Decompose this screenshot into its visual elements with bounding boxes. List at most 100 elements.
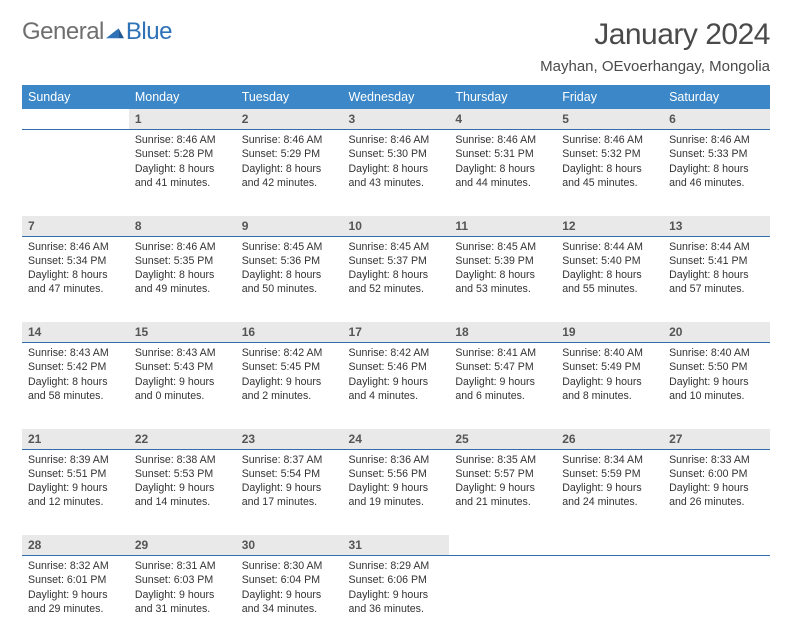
sunrise-value: 8:35 AM [497,454,536,466]
daylight-value: 8 hours and 52 minutes. [349,269,429,295]
sunrise-value: 8:46 AM [177,241,216,253]
sunset-line: Sunset: 5:42 PM [28,360,123,374]
sunrise-line: Sunrise: 8:37 AM [242,453,337,467]
day-body-cell [449,556,556,642]
day-details: Sunrise: 8:46 AMSunset: 5:29 PMDaylight:… [236,130,343,194]
daylight-value: 8 hours and 41 minutes. [135,163,215,189]
day-number: 11 [449,216,556,236]
day-number-cell: 17 [343,322,450,343]
day-number: 22 [129,429,236,449]
daylight-value: 9 hours and 24 minutes. [562,482,642,508]
day-number: 31 [343,535,450,555]
sunset-line: Sunset: 6:00 PM [669,467,764,481]
day-number-cell: 5 [556,109,663,130]
daylight-value: 9 hours and 29 minutes. [28,589,108,615]
daylight-line: Daylight: 9 hours and 4 minutes. [349,375,444,404]
sunset-value: 5:50 PM [708,361,747,373]
day-number: 29 [129,535,236,555]
sunset-value: 6:01 PM [67,574,106,586]
day-number-cell: 14 [22,322,129,343]
brand-triangle-icon [106,25,124,39]
brand-logo: General Blue [22,18,172,46]
location-label: Mayhan, OEvoerhangay, Mongolia [540,58,770,75]
day-body-cell: Sunrise: 8:45 AMSunset: 5:37 PMDaylight:… [343,236,450,322]
day-body-cell: Sunrise: 8:36 AMSunset: 5:56 PMDaylight:… [343,449,450,535]
day-number-cell: 9 [236,216,343,237]
daylight-line: Daylight: 8 hours and 52 minutes. [349,268,444,297]
day-number: 21 [22,429,129,449]
daylight-value: 9 hours and 2 minutes. [242,376,322,402]
day-number-cell: 11 [449,216,556,237]
day-number-cell: 12 [556,216,663,237]
sunset-line: Sunset: 5:29 PM [242,147,337,161]
sunset-value: 5:43 PM [174,361,213,373]
sunset-line: Sunset: 5:33 PM [669,147,764,161]
sunset-line: Sunset: 5:31 PM [455,147,550,161]
day-body-cell: Sunrise: 8:34 AMSunset: 5:59 PMDaylight:… [556,449,663,535]
sunrise-line: Sunrise: 8:43 AM [28,346,123,360]
sunrise-value: 8:44 AM [604,241,643,253]
day-details: Sunrise: 8:40 AMSunset: 5:49 PMDaylight:… [556,343,663,407]
day-body-cell: Sunrise: 8:44 AMSunset: 5:41 PMDaylight:… [663,236,770,322]
day-number-cell [663,535,770,556]
sunrise-value: 8:46 AM [711,134,750,146]
day-number: 12 [556,216,663,236]
daylight-line: Daylight: 8 hours and 44 minutes. [455,162,550,191]
sunset-line: Sunset: 5:37 PM [349,254,444,268]
day-header: Sunday [22,85,129,109]
sunset-value: 5:35 PM [174,255,213,267]
day-header: Tuesday [236,85,343,109]
day-number: 25 [449,429,556,449]
week-body-row: Sunrise: 8:43 AMSunset: 5:42 PM Daylight:… [22,343,770,429]
day-number-cell [22,109,129,130]
day-number: 27 [663,429,770,449]
sunrise-line: Sunrise: 8:44 AM [669,240,764,254]
daylight-line: Daylight: 9 hours and 21 minutes. [455,481,550,510]
week-body-row: Sunrise: 8:46 AM Sunset: 5:28 PM Daylight:… [22,130,770,216]
week-daynum-row: 21222324252627 [22,429,770,450]
sunrise-line: Sunrise: 8:44 AM [562,240,657,254]
day-number-cell: 3 [343,109,450,130]
daylight-value: 8 hours and 55 minutes. [562,269,642,295]
sunrise-line: Sunrise: 8:32 AM [28,559,123,573]
daylight-value: 8 hours and 47 minutes. [28,269,108,295]
sunset-value: 5:57 PM [494,468,533,480]
daylight-line: Daylight: 9 hours and 14 minutes. [135,481,230,510]
sunrise-line: Sunrise: 8:35 AM [455,453,550,467]
sunset-line: Sunset: 5:47 PM [455,360,550,374]
day-body-cell: Sunrise: 8:46 AMSunset: 5:35 PMDaylight:… [129,236,236,322]
day-details: Sunrise: 8:41 AMSunset: 5:47 PMDaylight:… [449,343,556,407]
day-body-cell: Sunrise: 8:46 AMSunset: 5:30 PMDaylight:… [343,130,450,216]
day-details: Sunrise: 8:36 AMSunset: 5:56 PMDaylight:… [343,450,450,514]
sunset-line: Sunset: 5:35 PM [135,254,230,268]
sunset-value: 5:54 PM [281,468,320,480]
month-title: January 2024 [540,18,770,52]
day-number: 24 [343,429,450,449]
day-number: 5 [556,109,663,129]
sunset-value: 5:31 PM [494,148,533,160]
sunrise-line: Sunrise: 8:40 AM [562,346,657,360]
sunrise-line: Sunrise: 8:31 AM [135,559,230,573]
sunrise-value: 8:45 AM [390,241,429,253]
sunrise-line: Sunrise: 8:29 AM [349,559,444,573]
day-body-cell [22,130,129,216]
sunrise-value: 8:40 AM [711,347,750,359]
sunset-line: Sunset: 5:28 PM [135,147,230,161]
day-number-cell: 30 [236,535,343,556]
sunrise-line: Sunrise: 8:38 AM [135,453,230,467]
sunset-value: 5:51 PM [67,468,106,480]
sunrise-line: Sunrise: 8:36 AM [349,453,444,467]
sunrise-line: Sunrise: 8:46 AM [242,133,337,147]
daylight-line: Daylight: 8 hours and 50 minutes. [242,268,337,297]
sunrise-line: Sunrise: 8:46 AM [135,240,230,254]
sunset-value: 5:34 PM [67,255,106,267]
day-body-cell: Sunrise: 8:42 AMSunset: 5:45 PMDaylight:… [236,343,343,429]
daylight-value: 9 hours and 0 minutes. [135,376,215,402]
week-body-row: Sunrise: 8:39 AMSunset: 5:51 PMDaylight:… [22,449,770,535]
day-details: Sunrise: 8:46 AMSunset: 5:34 PMDaylight:… [22,237,129,301]
sunrise-value: 8:37 AM [284,454,323,466]
day-number-cell: 28 [22,535,129,556]
sunset-line: Sunset: 5:50 PM [669,360,764,374]
day-details: Sunrise: 8:46 AMSunset: 5:33 PMDaylight:… [663,130,770,194]
day-body-cell: Sunrise: 8:37 AMSunset: 5:54 PMDaylight:… [236,449,343,535]
